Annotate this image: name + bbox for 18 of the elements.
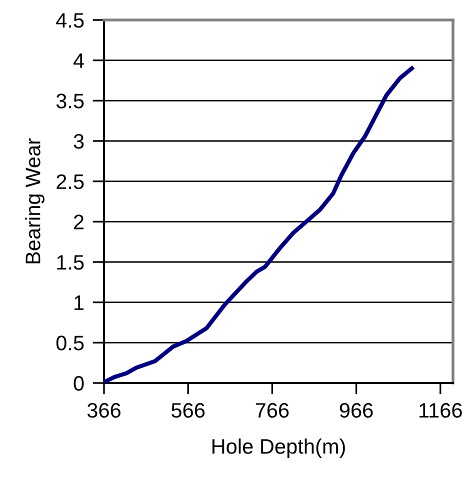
y-tick-label: 2 [74, 214, 84, 230]
x-axis-title: Hole Depth(m) [212, 438, 345, 458]
y-tick-label: 4.5 [56, 13, 84, 28]
y-tick-label: 4 [73, 54, 84, 68]
y-axis-title: Bearing Wear [25, 138, 44, 264]
x-tick-label: 566 [172, 402, 205, 418]
y-tick-label: 1 [74, 296, 84, 310]
x-tick-label: 966 [340, 402, 373, 418]
x-tick-label: 766 [256, 402, 289, 418]
y-tick-label: 3.5 [56, 94, 84, 108]
y-tick-label: 1.5 [57, 255, 84, 270]
y-tick-label: 0 [74, 376, 84, 391]
x-tick-label: 1166 [420, 402, 462, 418]
y-tick-label: 2.5 [56, 174, 84, 190]
line-series [104, 66, 414, 383]
x-tick-label: 366 [87, 402, 120, 418]
y-tick-label: 0.5 [56, 336, 84, 350]
y-tick-label: 3 [74, 134, 84, 149]
